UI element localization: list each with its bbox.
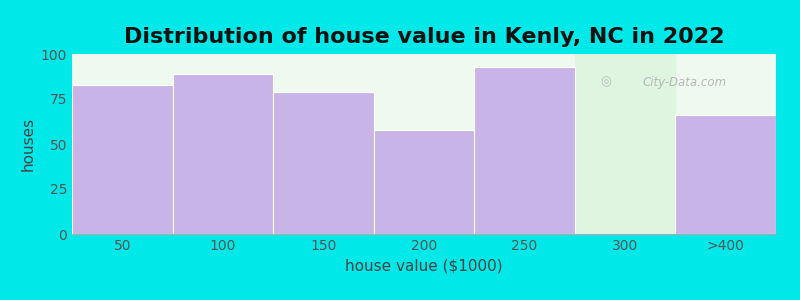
Bar: [72, 85, 173, 234]
Title: Distribution of house value in Kenly, NC in 2022: Distribution of house value in Kenly, NC…: [124, 27, 724, 47]
Text: City-Data.com: City-Data.com: [642, 76, 726, 88]
Bar: [575, 54, 675, 234]
Bar: [675, 115, 776, 234]
Bar: [273, 92, 374, 234]
Text: ◎: ◎: [600, 76, 611, 88]
Bar: [474, 67, 575, 234]
Bar: [374, 130, 474, 234]
Bar: [173, 74, 273, 234]
X-axis label: house value ($1000): house value ($1000): [345, 258, 503, 273]
Y-axis label: houses: houses: [20, 117, 35, 171]
